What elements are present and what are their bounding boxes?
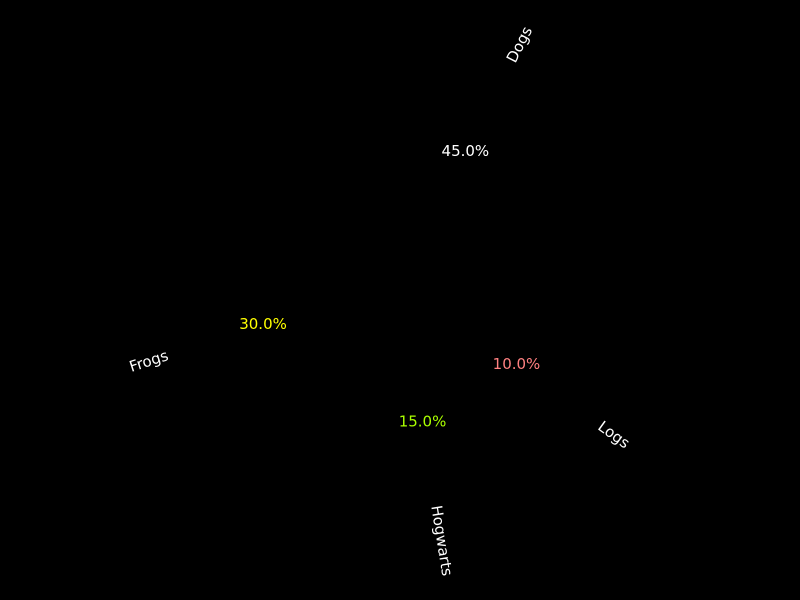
pie-value-label: 30.0% [239, 315, 287, 333]
pie-value-label: 45.0% [442, 142, 490, 160]
pie-category-label: Dogs [503, 23, 536, 65]
pie-slice-hogwarts [325, 280, 542, 520]
pie-slice-dogs [205, 40, 640, 355]
pie-slices [160, 40, 640, 520]
pie-value-labels: 30.0% 15.0% 10.0% 45.0% [239, 142, 540, 431]
pie-slice-logs [400, 280, 629, 475]
pie-slice-frogs [160, 138, 400, 509]
pie-category-label: Frogs [127, 346, 171, 376]
pie-value-label: 10.0% [493, 355, 541, 373]
pie-category-label: Logs [595, 417, 634, 452]
pie-category-label: Hogwarts [427, 504, 456, 577]
pie-value-label: 15.0% [399, 413, 447, 431]
